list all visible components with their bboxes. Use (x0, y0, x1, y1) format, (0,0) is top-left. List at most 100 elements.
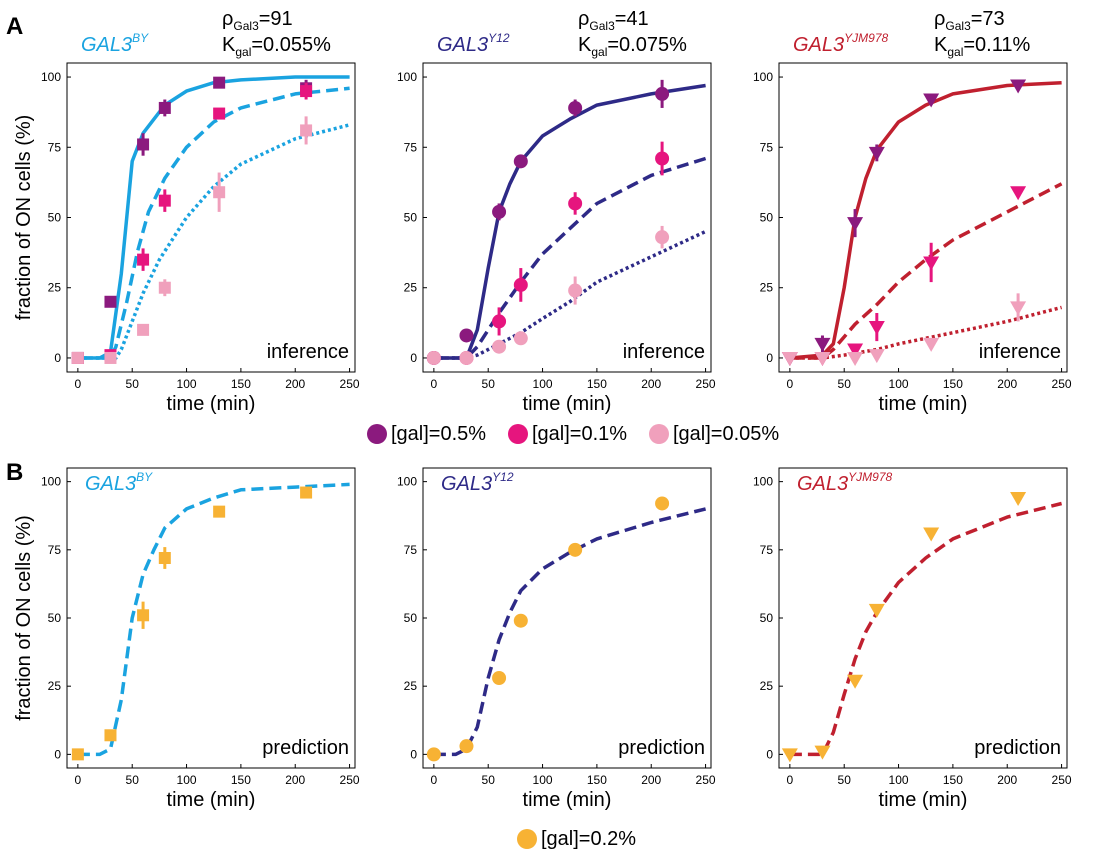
data-point (868, 349, 885, 364)
y-axis-label: fraction of ON cells (%) (13, 515, 35, 721)
data-point (513, 154, 528, 169)
panel-a-letter: A (6, 13, 23, 40)
data-point (868, 603, 885, 618)
x-tick-label: 0 (75, 377, 82, 391)
data-point (568, 283, 583, 298)
data-point (158, 194, 171, 207)
data-point (655, 230, 670, 245)
x-tick-label: 200 (285, 773, 305, 787)
k-symbol: K (578, 34, 592, 56)
strain-name: GAL3 (85, 473, 136, 495)
y-tick-label: 100 (397, 475, 417, 489)
x-axis-label: time (min) (167, 789, 256, 811)
y-tick-label: 75 (404, 140, 418, 154)
data-point (847, 674, 864, 689)
plot-frame (66, 62, 356, 373)
x-axis-label: time (min) (167, 393, 256, 415)
data-point (814, 351, 831, 366)
y-tick-label: 100 (753, 475, 773, 489)
legend-label: [gal]=0.05% (673, 423, 779, 445)
k-subscript: gal (947, 45, 963, 59)
x-tick-label: 100 (889, 773, 909, 787)
x-tick-label: 100 (533, 773, 553, 787)
data-point (104, 295, 117, 308)
y-axis-label: fraction of ON cells (%) (13, 115, 35, 321)
x-tick-label: 50 (482, 377, 496, 391)
data-point (814, 745, 831, 760)
k-value: =0.055% (251, 34, 331, 56)
data-point (137, 138, 150, 151)
strain-superscript: Y12 (488, 31, 510, 45)
x-tick-label: 0 (75, 773, 82, 787)
data-point (492, 671, 507, 685)
x-tick-label: 150 (587, 773, 607, 787)
strain-superscript: BY (132, 31, 149, 45)
data-point (213, 76, 226, 89)
y-tick-label: 75 (48, 140, 62, 154)
x-tick-label: 250 (696, 773, 716, 787)
y-tick-label: 100 (41, 475, 61, 489)
data-point (568, 542, 583, 557)
k-value: =0.075% (607, 34, 687, 56)
model-curve (77, 86, 350, 360)
data-point (426, 747, 441, 762)
y-tick-label: 75 (760, 140, 774, 154)
y-tick-label: 25 (48, 281, 62, 295)
corner-label: inference (623, 341, 705, 363)
data-point (923, 256, 940, 271)
data-point (513, 277, 528, 292)
legend-marker (517, 829, 537, 849)
corner-label: prediction (974, 737, 1061, 759)
strain-name: GAL3 (437, 34, 488, 56)
model-curve (789, 80, 1062, 360)
x-tick-label: 100 (533, 377, 553, 391)
rho-value: =91 (259, 8, 293, 30)
data-point (868, 146, 885, 161)
k-param: Kgal=0.11% (934, 34, 1030, 59)
y-tick-label: 0 (54, 747, 61, 761)
x-tick-label: 0 (431, 773, 438, 787)
y-tick-label: 75 (404, 543, 418, 557)
y-tick-label: 25 (404, 679, 418, 693)
chart-b2: 0 50 100 150 200 250 0 25 50 75 100 time (min) predi… (397, 467, 716, 811)
data-point (104, 351, 117, 364)
corner-label: prediction (618, 737, 705, 759)
k-subscript: gal (591, 45, 607, 59)
x-tick-label: 250 (340, 377, 360, 391)
rho-param: ρGal3=91 (222, 8, 293, 33)
y-tick-label: 0 (410, 747, 417, 761)
chart-b1: 0 50 100 150 200 250 0 25 50 75 100 time (min) fract… (13, 467, 360, 811)
data-point (300, 124, 313, 137)
x-tick-label: 100 (177, 377, 197, 391)
model-curve (789, 182, 1063, 360)
plot-frame (422, 467, 712, 769)
rho-value: =41 (615, 8, 649, 30)
corner-label: inference (979, 341, 1061, 363)
data-point (868, 321, 885, 336)
x-tick-label: 50 (126, 773, 140, 787)
k-symbol: K (934, 34, 948, 56)
model-curve (77, 482, 350, 757)
x-tick-label: 0 (431, 377, 438, 391)
model-curve (789, 501, 1063, 757)
plot-frame (66, 467, 356, 769)
chart-b3: 0 50 100 150 200 250 0 25 50 75 100 time (min) predi… (753, 467, 1072, 811)
data-point (104, 729, 117, 742)
corner-label: prediction (262, 737, 349, 759)
strain-title: GAL3Y12 (437, 31, 510, 56)
x-tick-label: 150 (231, 773, 251, 787)
y-tick-label: 50 (48, 611, 62, 625)
y-tick-label: 0 (410, 351, 417, 365)
y-tick-label: 25 (760, 281, 774, 295)
x-tick-label: 200 (285, 377, 305, 391)
x-tick-label: 250 (696, 377, 716, 391)
data-point (137, 323, 150, 336)
x-tick-label: 50 (838, 773, 852, 787)
x-tick-label: 250 (1052, 377, 1072, 391)
x-tick-label: 200 (997, 377, 1017, 391)
strain-superscript: BY (136, 470, 153, 484)
data-point (1010, 186, 1027, 201)
y-tick-label: 25 (760, 679, 774, 693)
